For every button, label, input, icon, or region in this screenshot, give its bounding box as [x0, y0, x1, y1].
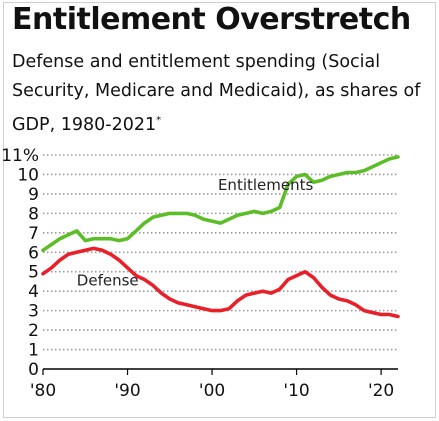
chart-frame [3, 2, 436, 418]
x-tick-label: '90 [114, 381, 140, 401]
y-tick-label: 3 [28, 302, 39, 322]
x-tick-label: '10 [283, 381, 309, 401]
chart-title: Entitlement Overstretch [12, 2, 411, 37]
x-tick-label: '00 [199, 381, 225, 401]
y-tick-label: 10 [17, 165, 39, 185]
x-tick-label: '80 [30, 381, 56, 401]
footnote-mark: * [156, 115, 162, 126]
y-tick-label: 2 [28, 321, 39, 341]
x-tick-label: '20 [368, 381, 394, 401]
chart-subtitle: Defense and entitlement spending (Social… [12, 48, 432, 140]
y-tick-label: 6 [28, 243, 39, 263]
chart-subtitle-text: Defense and entitlement spending (Social… [12, 52, 421, 135]
y-tick-label: 7 [28, 224, 39, 244]
y-tick-label: 11% [1, 146, 39, 166]
y-tick-label: 8 [28, 204, 39, 224]
y-tick-label: 9 [28, 185, 39, 205]
y-tick-label: 4 [28, 282, 39, 302]
series-label-defense: Defense [77, 271, 139, 289]
y-tick-label: 1 [28, 341, 39, 361]
y-tick-label: 5 [28, 263, 39, 283]
series-label-entitlements: Entitlements [218, 176, 314, 194]
series-line-defense [41, 246, 400, 319]
y-tick-label: 0 [28, 360, 39, 380]
series-line-entitlements [41, 155, 400, 253]
